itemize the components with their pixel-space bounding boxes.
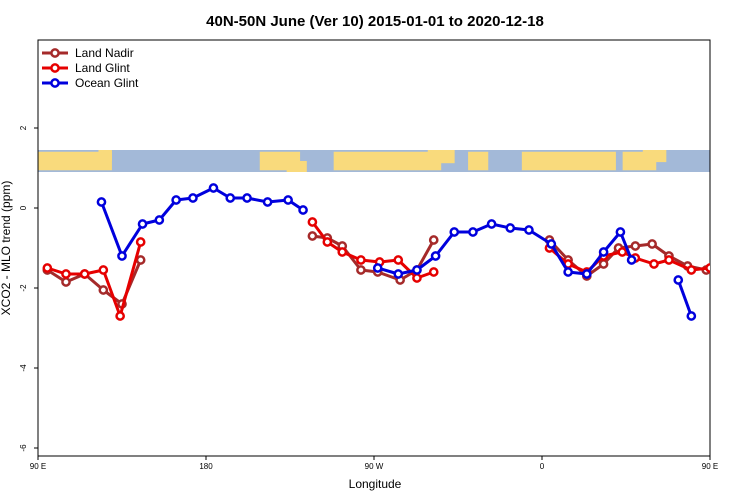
legend-item: Ocean Glint <box>42 76 139 90</box>
data-point <box>154 215 165 225</box>
data-point <box>307 217 318 227</box>
data-point <box>393 269 404 279</box>
data-point <box>686 311 697 321</box>
x-tick-label: 90 W <box>365 462 384 471</box>
data-point <box>664 255 674 265</box>
data-point <box>468 227 478 237</box>
y-tick-label: 2 <box>19 125 28 130</box>
x-tick-label: 0 <box>540 462 545 471</box>
data-point <box>61 277 71 287</box>
data-point <box>546 239 557 249</box>
y-tick-label: 0 <box>19 205 28 210</box>
data-point <box>115 311 125 321</box>
data-point <box>673 275 684 285</box>
series-ocean-glint <box>96 183 697 321</box>
data-point <box>242 193 252 203</box>
data-point <box>372 263 383 273</box>
data-point <box>208 183 219 193</box>
data-point <box>135 237 146 247</box>
x-tick-label: 90 E <box>702 462 718 471</box>
y-tick-label: -4 <box>19 364 28 372</box>
data-point <box>283 195 293 205</box>
data-point <box>505 223 516 233</box>
y-axis: -6 -4 -2 0 2 <box>19 125 38 452</box>
data-point <box>721 278 728 285</box>
data-point <box>412 273 422 283</box>
series-line <box>548 246 710 274</box>
x-tick-label: 180 <box>199 462 213 471</box>
data-point <box>598 247 609 257</box>
x-axis: 90 E 180 90 W 0 90 E <box>30 456 718 471</box>
data-point <box>449 227 460 237</box>
y-tick-label: -6 <box>19 444 28 452</box>
data-point <box>188 193 198 203</box>
data-point <box>412 265 422 275</box>
data-point <box>356 265 366 275</box>
data-point <box>98 265 109 275</box>
data-point <box>563 267 573 277</box>
series-line <box>676 279 693 317</box>
data-point <box>307 231 318 241</box>
data-point <box>626 255 637 265</box>
x-axis-label: Longitude <box>349 477 402 491</box>
data-point <box>42 263 53 273</box>
data-point <box>524 225 534 235</box>
series-layer <box>42 183 747 321</box>
data-point <box>171 195 181 205</box>
data-point <box>647 239 657 249</box>
data-point <box>393 255 404 265</box>
x-tick-label: 90 E <box>30 462 46 471</box>
data-point <box>322 237 333 247</box>
data-point <box>721 272 728 279</box>
chart-title: 40N-50N June (Ver 10) 2015-01-01 to 2020… <box>206 13 544 30</box>
legend-label: Land Glint <box>75 61 130 75</box>
legend-label: Land Nadir <box>75 46 134 60</box>
data-point <box>598 259 609 269</box>
y-axis-label: XCO2 - MLO trend (ppm) <box>0 181 13 316</box>
data-point <box>79 269 90 279</box>
legend-item: Land Glint <box>42 61 130 75</box>
data-point <box>630 241 641 251</box>
legend-marker <box>50 48 60 58</box>
series-land-glint <box>42 217 747 321</box>
data-point <box>356 255 366 265</box>
legend-marker <box>50 63 60 73</box>
series-line <box>100 186 304 258</box>
data-point <box>135 255 146 265</box>
legend-item: Land Nadir <box>42 46 134 60</box>
data-point <box>686 265 697 275</box>
data-point <box>430 251 441 261</box>
data-point <box>61 269 71 279</box>
data-point <box>617 247 628 257</box>
data-point <box>337 247 348 257</box>
data-point <box>117 251 127 261</box>
data-point <box>740 270 747 277</box>
data-point <box>225 193 236 203</box>
data-point <box>96 197 107 207</box>
data-point <box>98 285 109 295</box>
data-point <box>428 267 439 277</box>
data-point <box>298 205 308 215</box>
legend-marker <box>50 78 60 88</box>
y-tick-label: -2 <box>19 284 28 292</box>
data-point <box>705 263 710 273</box>
data-point <box>740 270 747 277</box>
data-point <box>649 259 659 269</box>
data-point <box>615 227 626 237</box>
data-point <box>262 197 273 207</box>
data-point <box>581 269 592 279</box>
data-point <box>137 219 148 229</box>
data-point <box>486 219 497 229</box>
legend-label: Ocean Glint <box>75 76 139 90</box>
series-line <box>548 238 710 278</box>
data-point <box>428 235 439 245</box>
world-map-strip <box>38 150 710 172</box>
